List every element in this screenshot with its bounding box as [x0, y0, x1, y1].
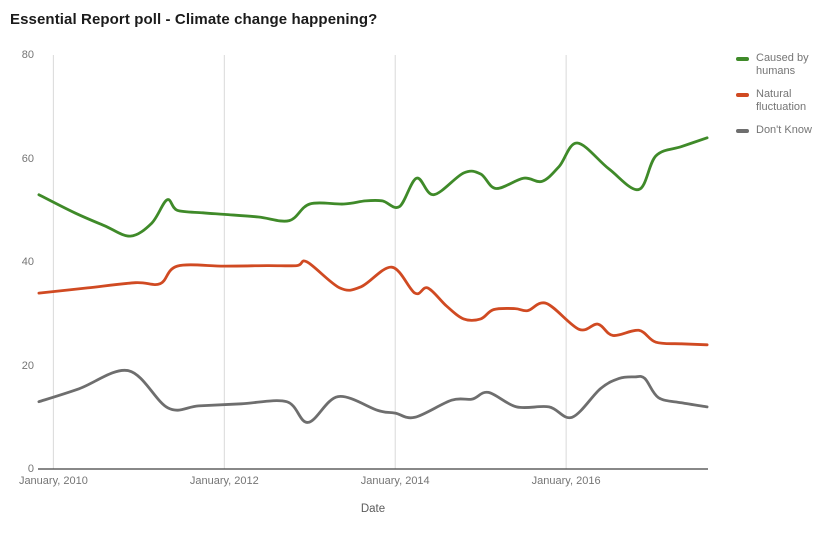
chart-title: Essential Report poll - Climate change h…	[10, 11, 378, 28]
x-axis-title: Date	[360, 503, 386, 515]
y-tick-label-60: 60	[21, 152, 34, 165]
legend-label: Don't Know	[756, 124, 812, 136]
legend-swatch-icon	[736, 57, 749, 61]
x-tick-label-2012: January, 2012	[189, 475, 259, 487]
y-tick-label-80: 80	[21, 49, 34, 61]
series-line-caused-by-humans[interactable]	[37, 136, 709, 238]
y-tick-label-20: 20	[21, 359, 34, 372]
legend-swatch-icon	[736, 129, 749, 133]
legend-item-caused-by-humans[interactable]: Caused by humans	[736, 52, 822, 78]
x-tick-label-2014: January, 2014	[360, 475, 430, 487]
series-line-natural-fluctuation[interactable]	[37, 259, 709, 347]
x-tick-label-2016: January, 2016	[531, 475, 601, 487]
legend-item-natural-fluctuation[interactable]: Natural fluctuation	[736, 88, 822, 114]
legend-label: Caused by humans	[756, 52, 809, 77]
legend: Caused by humans Natural fluctuation Don't…	[736, 52, 822, 147]
x-tick-label-2010: January, 2010	[18, 475, 88, 487]
legend-label: Natural fluctuation	[756, 88, 807, 113]
legend-swatch-icon	[736, 93, 749, 97]
legend-item-don-t-know[interactable]: Don't Know	[736, 124, 822, 137]
series-line-don-t-know[interactable]	[37, 368, 709, 424]
y-tick-label-40: 40	[21, 256, 34, 268]
y-tick-label-0: 0	[27, 463, 34, 475]
